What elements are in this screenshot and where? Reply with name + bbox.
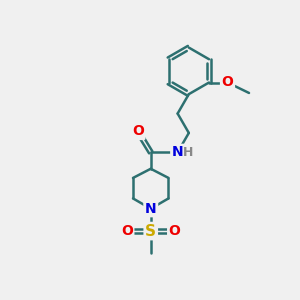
Text: H: H bbox=[183, 146, 193, 159]
Text: N: N bbox=[145, 202, 157, 216]
Text: O: O bbox=[169, 224, 181, 238]
Text: O: O bbox=[222, 75, 233, 89]
Text: O: O bbox=[132, 124, 144, 138]
Text: O: O bbox=[121, 224, 133, 238]
Text: S: S bbox=[145, 224, 156, 238]
Text: N: N bbox=[172, 145, 183, 159]
